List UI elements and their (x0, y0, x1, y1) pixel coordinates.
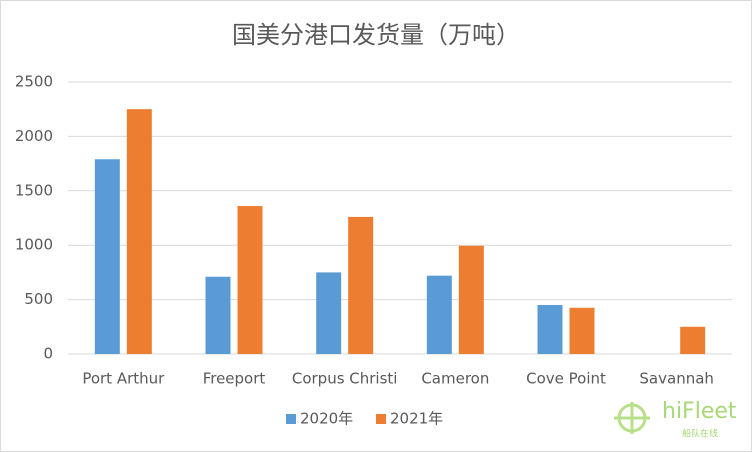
x-tick-label: Corpus Christi (292, 370, 398, 388)
legend-label: 2020年 (300, 410, 353, 428)
bar (458, 245, 484, 354)
watermark-subtext: 船队在线 (682, 428, 718, 440)
bar (680, 326, 706, 354)
y-tick-label: 2500 (15, 73, 53, 91)
bar (316, 272, 342, 354)
legend-swatch (376, 414, 386, 424)
x-tick-label: Savannah (639, 370, 714, 388)
bar (426, 275, 452, 354)
chart-title: 国美分港口发货量（万吨） (232, 21, 520, 49)
bar (569, 307, 595, 354)
x-tick-label: Freeport (203, 370, 266, 388)
watermark-text: hiFleet (662, 399, 737, 424)
y-tick-label: 1500 (15, 181, 53, 199)
bar (126, 109, 152, 354)
watermark: hiFleet 船队在线 (614, 399, 737, 440)
bar (94, 159, 120, 354)
x-tick-label: Cove Point (526, 370, 606, 388)
y-tick-label: 0 (43, 345, 53, 363)
y-tick-label: 500 (24, 290, 53, 308)
bar (205, 276, 231, 354)
y-tick-label: 2000 (15, 127, 53, 145)
legend-label: 2021年 (390, 410, 443, 428)
y-tick-label: 1000 (15, 236, 53, 254)
legend-swatch (286, 414, 296, 424)
bar (537, 305, 563, 354)
bar (348, 216, 374, 354)
bar (237, 206, 263, 354)
x-tick-label: Port Arthur (82, 370, 165, 388)
x-tick-label: Cameron (421, 370, 489, 388)
